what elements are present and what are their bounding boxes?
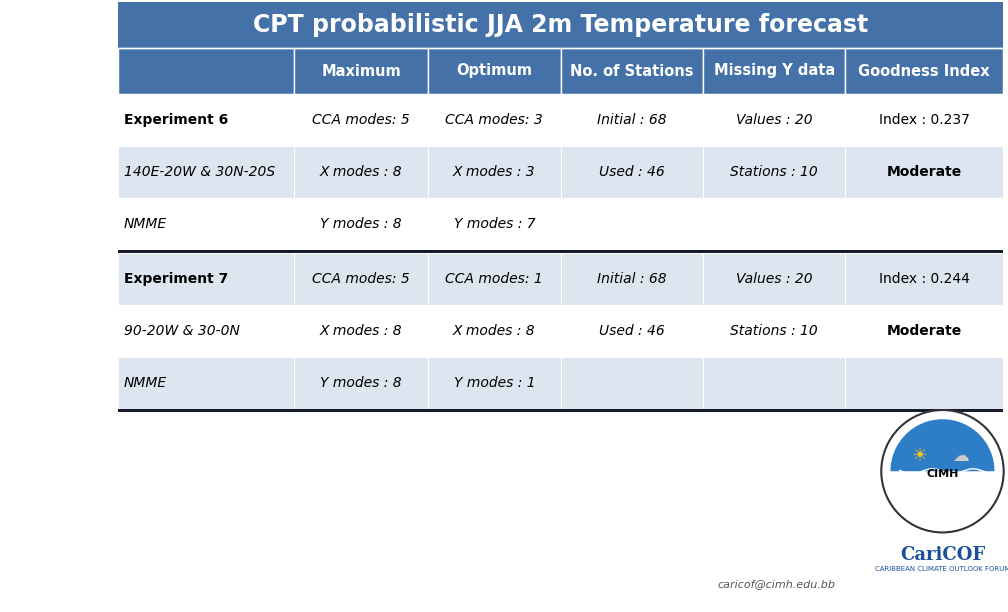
Wedge shape [890,419,995,471]
Text: Moderate: Moderate [887,165,962,179]
Text: X modes : 3: X modes : 3 [453,165,535,179]
Text: Initial : 68: Initial : 68 [598,113,667,127]
Bar [427,357,560,409]
Text: 140E-20W & 30N-20S: 140E-20W & 30N-20S [124,165,275,179]
Bar [704,198,846,250]
Text: X modes : 8: X modes : 8 [453,324,535,338]
Bar [560,198,704,250]
Bar [704,94,846,146]
Text: CCA modes: 5: CCA modes: 5 [312,272,410,286]
Bar [427,305,560,357]
Text: CARIBBEAN CLIMATE OUTLOOK FORUM: CARIBBEAN CLIMATE OUTLOOK FORUM [875,567,1008,572]
Text: CariCOF: CariCOF [900,547,985,564]
Bar [118,94,294,146]
Bar [118,409,1003,412]
Bar [560,253,704,305]
Bar [118,305,294,357]
Bar [118,2,1003,48]
Text: Experiment 6: Experiment 6 [124,113,228,127]
Text: Index : 0.237: Index : 0.237 [879,113,970,127]
Bar [846,253,1003,305]
Text: Index : 0.244: Index : 0.244 [879,272,970,286]
Text: CPT probabilistic JJA 2m Temperature forecast: CPT probabilistic JJA 2m Temperature for… [253,13,868,37]
Bar [294,198,427,250]
Text: Maximum: Maximum [322,64,401,78]
Bar [427,146,560,198]
Text: Used : 46: Used : 46 [599,324,665,338]
Text: Moderate: Moderate [887,324,962,338]
Bar [704,305,846,357]
Bar [294,94,427,146]
Circle shape [881,410,1004,532]
Bar [846,198,1003,250]
Text: Values : 20: Values : 20 [736,272,812,286]
Text: Y modes : 1: Y modes : 1 [454,376,535,390]
Text: Optimum: Optimum [457,64,532,78]
Bar [704,253,846,305]
Bar [294,253,427,305]
Text: Goodness Index: Goodness Index [859,64,990,78]
Bar [704,48,846,94]
Text: Y modes : 8: Y modes : 8 [321,376,402,390]
Text: Stations : 10: Stations : 10 [731,324,818,338]
Text: NMME: NMME [124,217,167,231]
Text: NMME: NMME [124,376,167,390]
Bar [427,198,560,250]
Text: Y modes : 8: Y modes : 8 [321,217,402,231]
Text: No. of Stations: No. of Stations [571,64,694,78]
Text: Stations : 10: Stations : 10 [731,165,818,179]
Bar [846,48,1003,94]
Bar [427,48,560,94]
Bar [704,146,846,198]
Text: ☁: ☁ [953,447,969,465]
Text: X modes : 8: X modes : 8 [320,324,402,338]
Text: Experiment 7: Experiment 7 [124,272,228,286]
Bar [560,357,704,409]
Bar [118,250,1003,253]
Bar [560,146,704,198]
Bar [118,198,294,250]
Bar [427,253,560,305]
Text: 90-20W & 30-0N: 90-20W & 30-0N [124,324,240,338]
Text: CCA modes: 5: CCA modes: 5 [312,113,410,127]
Bar [294,48,427,94]
Bar [294,357,427,409]
Bar [294,146,427,198]
Text: Used : 46: Used : 46 [599,165,665,179]
Bar [846,146,1003,198]
Text: CCA modes: 1: CCA modes: 1 [446,272,543,286]
Text: X modes : 8: X modes : 8 [320,165,402,179]
Text: CIMH: CIMH [926,469,959,479]
Bar [560,305,704,357]
Text: Initial : 68: Initial : 68 [598,272,667,286]
Text: caricof@cimh.edu.bb: caricof@cimh.edu.bb [717,579,836,589]
Bar [294,305,427,357]
Bar [704,357,846,409]
Bar [560,48,704,94]
Bar [118,357,294,409]
Bar [846,305,1003,357]
Bar [118,146,294,198]
Text: Values : 20: Values : 20 [736,113,812,127]
Text: Y modes : 7: Y modes : 7 [454,217,535,231]
Bar [118,253,294,305]
Bar [427,94,560,146]
Bar [560,94,704,146]
Text: Missing Y data: Missing Y data [714,64,835,78]
Bar [118,48,294,94]
Text: ☀: ☀ [911,447,927,465]
Bar [846,94,1003,146]
Text: CCA modes: 3: CCA modes: 3 [446,113,543,127]
Bar [846,357,1003,409]
